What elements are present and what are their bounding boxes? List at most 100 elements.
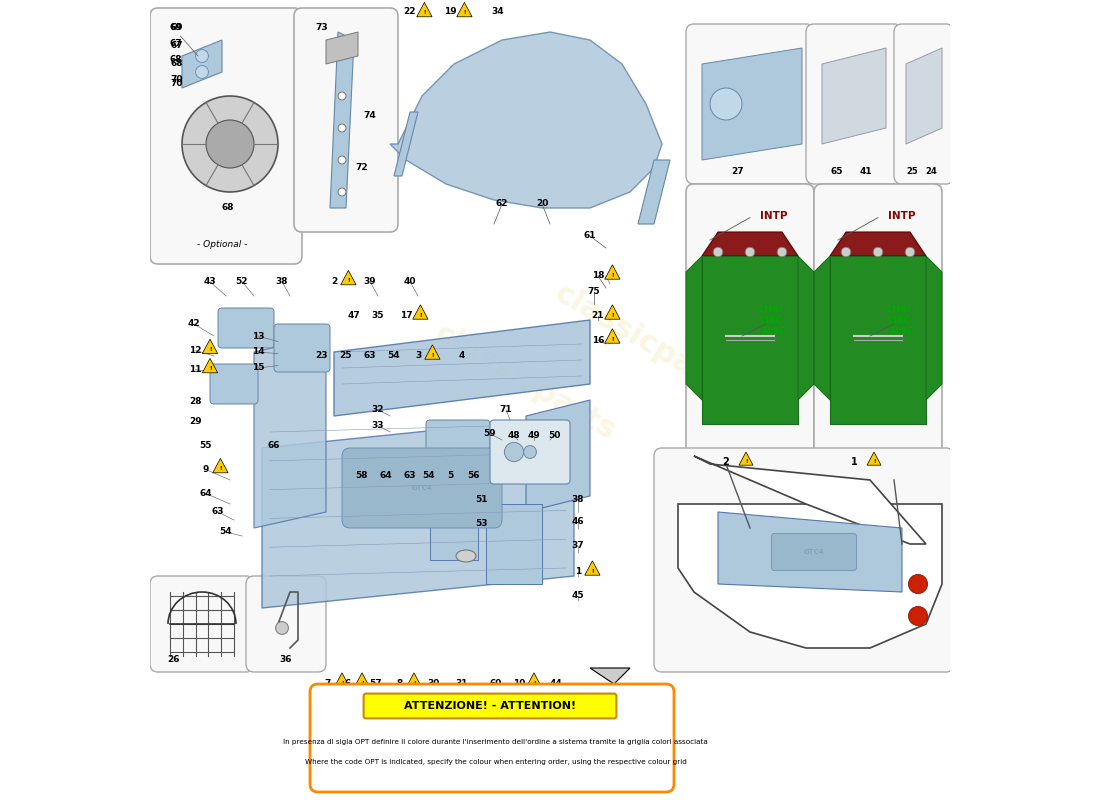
- Polygon shape: [605, 305, 620, 319]
- Text: - Optional -: - Optional -: [197, 240, 248, 250]
- Text: 1: 1: [850, 458, 857, 467]
- Polygon shape: [694, 456, 926, 544]
- Text: 43: 43: [204, 277, 217, 286]
- Text: 14: 14: [252, 347, 264, 357]
- Polygon shape: [412, 305, 428, 319]
- Text: 38: 38: [276, 277, 288, 286]
- Text: 54: 54: [387, 351, 400, 361]
- Text: 1: 1: [575, 567, 581, 577]
- Text: 63: 63: [211, 507, 224, 517]
- Text: 25: 25: [906, 166, 918, 176]
- Text: 12: 12: [189, 346, 202, 355]
- Polygon shape: [334, 673, 350, 687]
- Circle shape: [338, 124, 346, 132]
- Polygon shape: [254, 336, 326, 528]
- Polygon shape: [486, 504, 542, 584]
- Text: 63: 63: [404, 471, 416, 481]
- Circle shape: [873, 247, 883, 257]
- Circle shape: [909, 606, 927, 626]
- FancyBboxPatch shape: [894, 24, 954, 184]
- Text: !: !: [209, 366, 211, 371]
- Text: 32: 32: [372, 405, 384, 414]
- FancyBboxPatch shape: [218, 308, 274, 348]
- Polygon shape: [814, 256, 830, 400]
- Text: 70: 70: [170, 79, 184, 89]
- Circle shape: [206, 120, 254, 168]
- Text: !: !: [612, 313, 614, 318]
- FancyBboxPatch shape: [246, 576, 326, 672]
- Text: 19: 19: [443, 7, 456, 17]
- FancyBboxPatch shape: [274, 324, 330, 372]
- FancyBboxPatch shape: [426, 420, 490, 460]
- Text: classicparts: classicparts: [430, 319, 622, 446]
- Text: 67: 67: [170, 41, 184, 50]
- FancyBboxPatch shape: [294, 8, 398, 232]
- Text: 51: 51: [475, 495, 488, 505]
- Text: 9: 9: [202, 465, 209, 474]
- Polygon shape: [354, 673, 370, 687]
- Text: !: !: [532, 681, 536, 686]
- Text: !: !: [591, 569, 594, 574]
- FancyBboxPatch shape: [150, 576, 254, 672]
- FancyBboxPatch shape: [210, 364, 258, 404]
- Text: 35: 35: [372, 311, 384, 321]
- Text: 6: 6: [344, 679, 351, 689]
- Text: !: !: [872, 459, 876, 464]
- Polygon shape: [739, 452, 754, 465]
- Text: 1MAT /
LTBC /
ALBC: 1MAT / LTBC / ALBC: [758, 304, 790, 336]
- Text: 25: 25: [340, 351, 352, 361]
- Text: 64: 64: [379, 471, 393, 481]
- Text: GTC4: GTC4: [411, 485, 432, 491]
- Text: ATTENZIONE! - ATTENTION!: ATTENZIONE! - ATTENTION!: [404, 701, 576, 711]
- Polygon shape: [182, 40, 222, 88]
- Polygon shape: [702, 48, 802, 160]
- Text: 70: 70: [170, 75, 183, 85]
- Text: 3: 3: [415, 351, 421, 361]
- Circle shape: [842, 247, 850, 257]
- Text: 54: 54: [220, 527, 232, 537]
- Text: 2: 2: [331, 277, 337, 286]
- Text: !: !: [361, 681, 363, 686]
- Text: !: !: [419, 313, 421, 318]
- Text: 36: 36: [279, 654, 293, 664]
- Polygon shape: [341, 270, 356, 285]
- Text: 30: 30: [428, 679, 440, 689]
- Text: 58: 58: [355, 471, 368, 481]
- Text: INTP: INTP: [760, 211, 788, 221]
- Polygon shape: [702, 256, 798, 424]
- Text: 38: 38: [572, 495, 584, 505]
- Polygon shape: [417, 2, 432, 17]
- Text: 62: 62: [496, 199, 508, 209]
- Polygon shape: [321, 724, 339, 739]
- FancyBboxPatch shape: [342, 448, 502, 528]
- Polygon shape: [526, 400, 590, 512]
- Polygon shape: [686, 256, 702, 400]
- Polygon shape: [394, 112, 418, 176]
- Polygon shape: [390, 32, 662, 208]
- Ellipse shape: [456, 550, 476, 562]
- Text: 40: 40: [404, 277, 416, 286]
- Text: 72: 72: [355, 163, 368, 173]
- FancyBboxPatch shape: [490, 420, 570, 484]
- Text: !: !: [341, 681, 343, 686]
- Circle shape: [524, 446, 537, 458]
- Text: 21: 21: [592, 311, 604, 321]
- Circle shape: [338, 188, 346, 196]
- Text: 59: 59: [484, 429, 496, 438]
- Text: 75: 75: [587, 287, 601, 297]
- Text: 49: 49: [528, 431, 540, 441]
- Text: 61: 61: [584, 231, 596, 241]
- Text: !: !: [412, 681, 416, 686]
- Text: !: !: [431, 353, 433, 358]
- Polygon shape: [590, 668, 630, 684]
- Text: 34: 34: [492, 7, 504, 17]
- Polygon shape: [605, 265, 620, 279]
- Text: !: !: [612, 273, 614, 278]
- Circle shape: [338, 156, 346, 164]
- Circle shape: [505, 442, 524, 462]
- Text: 63: 63: [364, 351, 376, 361]
- Polygon shape: [330, 32, 354, 208]
- Text: 68: 68: [222, 203, 234, 213]
- Text: 55: 55: [200, 441, 212, 450]
- Text: !: !: [745, 459, 747, 464]
